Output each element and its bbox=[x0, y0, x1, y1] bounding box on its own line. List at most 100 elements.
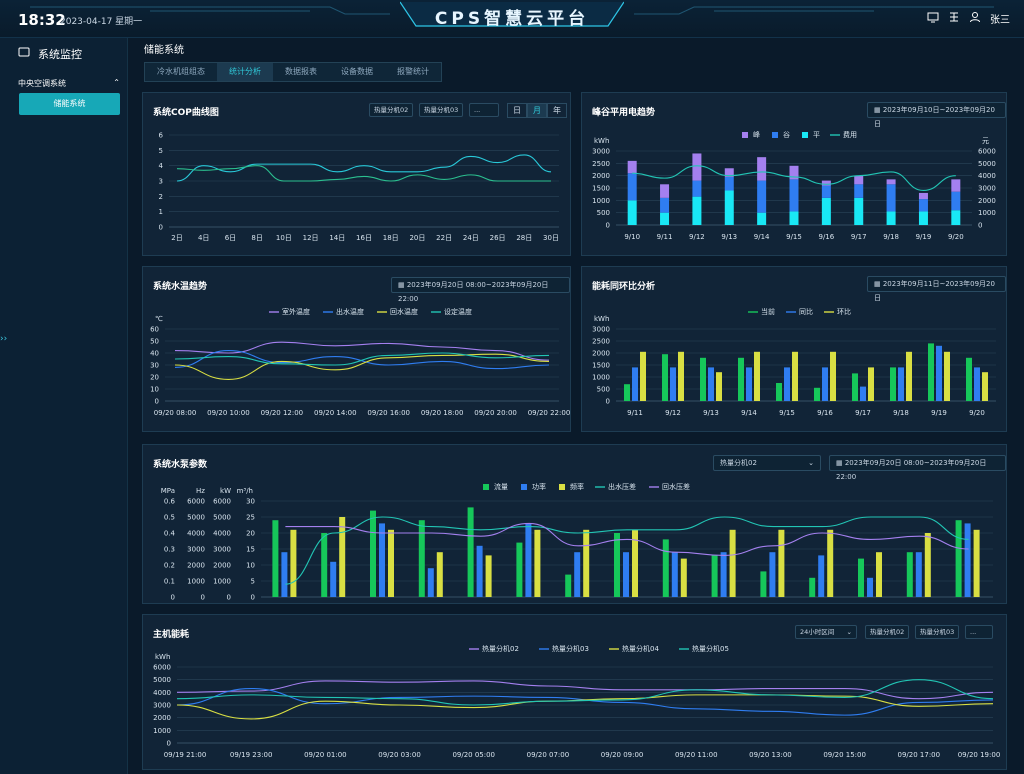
x-tick-label: 09/20 09:00 bbox=[313, 604, 356, 605]
x-tick-label: 9/11 bbox=[657, 233, 673, 241]
bar-平 bbox=[918, 211, 928, 225]
app-title: CPS智慧云平台 bbox=[434, 9, 590, 29]
bar-流量 bbox=[321, 533, 328, 597]
period-month[interactable]: 月 bbox=[527, 103, 547, 118]
host-chip-03[interactable]: 热量分机03 bbox=[915, 625, 960, 639]
y-tick-label: 10 bbox=[150, 386, 159, 394]
pump-select[interactable]: 热量分机02 ⌄ bbox=[713, 455, 821, 471]
x-tick-label: 8日 bbox=[251, 234, 262, 242]
y-tick-label: 20 bbox=[246, 530, 255, 538]
sidebar-group[interactable]: 中央空调系统 ⌃ bbox=[18, 78, 120, 89]
period-year[interactable]: 年 bbox=[547, 103, 567, 118]
y-tick-label: 30 bbox=[150, 362, 159, 370]
bar-频率 bbox=[485, 555, 492, 597]
legend-label: 峰 bbox=[753, 130, 760, 139]
peak-date-range[interactable]: ▦ 2023年09月10日~2023年09月20日 bbox=[867, 102, 1006, 128]
x-tick-label: 09/20 08:00 bbox=[154, 409, 197, 417]
legend-label: 频率 bbox=[570, 482, 584, 491]
calendar-icon: ▦ bbox=[874, 106, 883, 114]
x-tick-label: 09/20 01:00 bbox=[304, 751, 347, 759]
y-tick-label: 3 bbox=[159, 178, 163, 186]
x-tick-label: 9/19 bbox=[916, 233, 932, 241]
y-tick-label: 1500 bbox=[592, 185, 610, 193]
peak-title: 峰谷平用电趋势 bbox=[592, 108, 656, 118]
period-day[interactable]: 日 bbox=[507, 103, 527, 118]
x-tick-label: 9/14 bbox=[741, 409, 757, 417]
legend-label: 出水温度 bbox=[336, 307, 364, 316]
x-tick-label: 24日 bbox=[463, 234, 479, 242]
sidebar-item-energy-storage[interactable]: 储能系统 bbox=[19, 93, 120, 115]
energy-date-text: 2023年09月11日~2023年09月20日 bbox=[874, 280, 995, 302]
user-icon[interactable] bbox=[969, 11, 981, 26]
water-date-range[interactable]: ▦ 2023年09月20日 08:00~2023年09月20日 22:00 bbox=[391, 277, 570, 303]
y-tick-label: 3000 bbox=[592, 148, 610, 156]
host-period-value: 24小时区间 bbox=[800, 628, 835, 636]
y-tick-label: 6000 bbox=[187, 498, 205, 506]
x-tick-label: 9/16 bbox=[818, 233, 834, 241]
x-tick-label: 09/20 18:00 bbox=[421, 409, 464, 417]
bar-功率 bbox=[330, 561, 337, 597]
x-tick-label: 9/10 bbox=[624, 233, 640, 241]
y-tick-label: 5000 bbox=[187, 514, 205, 522]
host-period-select[interactable]: 24小时区间 ⌄ bbox=[795, 625, 857, 639]
x-tick-label: 9/13 bbox=[703, 409, 719, 417]
bar-频率 bbox=[583, 529, 590, 597]
bar-流量 bbox=[370, 510, 376, 597]
bar-环比 bbox=[906, 351, 912, 401]
chip-more[interactable]: ... bbox=[469, 103, 499, 117]
tab-device-data[interactable]: 设备数据 bbox=[341, 67, 373, 76]
bar-谷 bbox=[951, 191, 961, 211]
x-tick-label: 9/17 bbox=[855, 409, 871, 417]
peak-card: 峰谷平用电趋势 ▦ 2023年09月10日~2023年09月20日 kWh 元 0 5… bbox=[581, 92, 1007, 256]
y2-tick-label: 2000 bbox=[978, 197, 996, 205]
y-tick-label: 0.6 bbox=[164, 498, 176, 506]
period-switch: 日 月 年 bbox=[507, 103, 567, 118]
bar-谷 bbox=[886, 184, 896, 212]
legend-label: 同比 bbox=[799, 307, 813, 316]
monitor-icon[interactable] bbox=[927, 11, 939, 26]
chip-02[interactable]: 热量分机02 bbox=[369, 103, 414, 117]
tab-alarm[interactable]: 报警统计 bbox=[397, 67, 429, 76]
energy-title: 能耗同环比分析 bbox=[592, 282, 656, 292]
bar-频率 bbox=[388, 529, 394, 597]
y-tick-label: 0.3 bbox=[164, 546, 175, 554]
y-tick-label: 30 bbox=[246, 498, 255, 506]
sidebar: 系统监控 中央空调系统 ⌃ 储能系统 ›› bbox=[0, 38, 128, 774]
bar-频率 bbox=[290, 529, 297, 597]
user-name[interactable]: 张三 bbox=[990, 15, 1010, 26]
x-tick-label: 09/20 15:00 bbox=[606, 604, 649, 605]
hierarchy-icon[interactable] bbox=[948, 11, 960, 26]
tab-chiller[interactable]: 冷水机组组态 bbox=[157, 67, 205, 76]
y-tick-label: 4 bbox=[159, 162, 164, 170]
expand-sidebar-icon[interactable]: ›› bbox=[0, 334, 8, 344]
bar-流量 bbox=[809, 577, 816, 597]
bar-当前 bbox=[814, 387, 820, 401]
bar-峰 bbox=[886, 179, 896, 185]
legend-swatch bbox=[483, 484, 489, 490]
host-chip-02[interactable]: 热量分机02 bbox=[865, 625, 910, 639]
host-chip-more[interactable]: ... bbox=[965, 625, 993, 639]
bar-峰 bbox=[660, 184, 670, 198]
energy-date-range[interactable]: ▦ 2023年09月11日~2023年09月20日 bbox=[867, 276, 1006, 302]
peak-date-text: 2023年09月10日~2023年09月20日 bbox=[874, 106, 995, 128]
sidebar-header[interactable]: 系统监控 bbox=[18, 46, 82, 62]
bar-平 bbox=[692, 196, 702, 225]
bar-当前 bbox=[928, 343, 934, 401]
tab-statistics[interactable]: 统计分析 bbox=[217, 63, 273, 81]
y-tick-label: 3000 bbox=[213, 546, 231, 554]
y-tick-label: 0 bbox=[155, 398, 159, 406]
y-tick-label: 3000 bbox=[592, 326, 610, 334]
y-tick-label: 0.5 bbox=[164, 514, 175, 522]
x-tick-label: 26日 bbox=[490, 234, 506, 242]
bar-频率 bbox=[534, 529, 541, 597]
chip-03[interactable]: 热量分机03 bbox=[419, 103, 464, 117]
legend-swatch bbox=[802, 132, 808, 138]
axis-unit: MPa bbox=[161, 487, 175, 495]
y-tick-label: 0.1 bbox=[164, 578, 175, 586]
tab-report[interactable]: 数据报表 bbox=[285, 67, 317, 76]
calendar-icon: ▦ bbox=[836, 459, 845, 467]
chevron-down-icon: ⌄ bbox=[846, 628, 852, 636]
x-tick-label: 09/20 18:00 bbox=[752, 604, 795, 605]
pump-date-range[interactable]: ▦ 2023年09月20日 08:00~2023年09月20日 22:00 bbox=[829, 455, 1006, 481]
x-tick-label: 9/14 bbox=[754, 233, 770, 241]
